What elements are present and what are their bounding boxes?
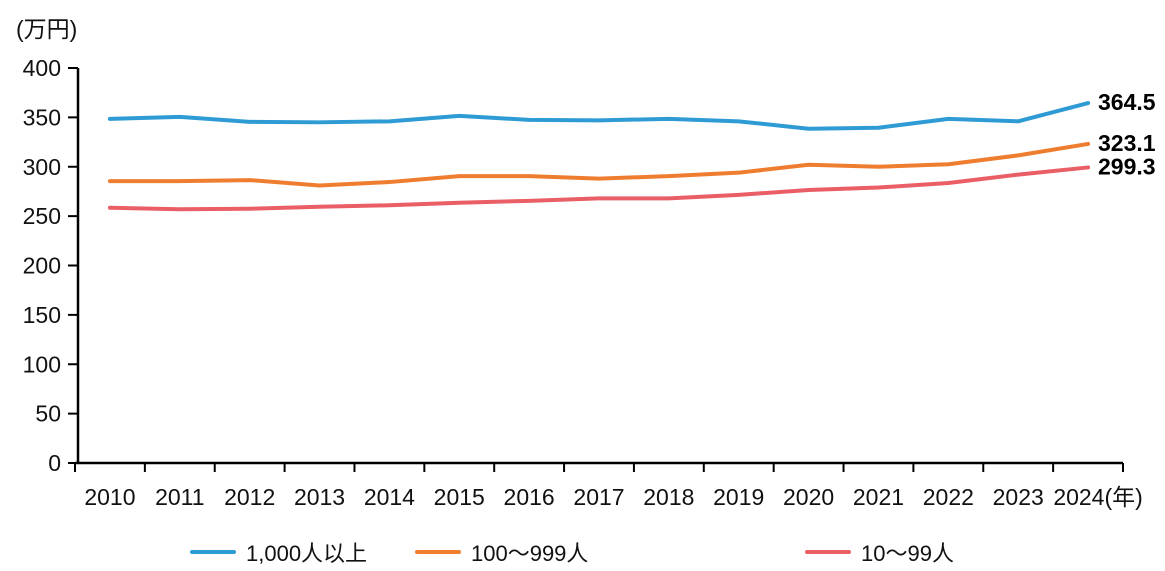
- series-line: [107, 141, 1091, 188]
- y-axis-label: 200: [23, 253, 61, 279]
- series-line: [107, 101, 1091, 131]
- x-axis-label: 2017: [573, 484, 624, 510]
- x-axis-label: 2010: [84, 484, 135, 510]
- x-axis-label: 2014: [364, 484, 415, 510]
- y-axis-label: 150: [23, 302, 61, 328]
- legend-label: 100〜999人: [471, 541, 589, 566]
- y-axis-label: 300: [23, 154, 61, 180]
- x-axis-label: 2019: [713, 484, 764, 510]
- series-end-value-label: 364.5: [1098, 89, 1156, 115]
- y-axis-label: 350: [23, 104, 61, 130]
- series-end-value-label: 323.1: [1098, 130, 1156, 156]
- legend-line-swatch-icon: [415, 550, 461, 554]
- x-axis-label: 2011: [155, 484, 204, 510]
- x-axis-label: 2024(年): [1053, 484, 1142, 510]
- series-end-value-label: 299.3: [1098, 153, 1156, 179]
- x-axis-label: 2013: [294, 484, 345, 510]
- y-axis-label: 400: [23, 55, 61, 81]
- series-line: [107, 165, 1091, 212]
- legend-item: 100〜999人: [415, 536, 588, 568]
- x-axis-label: 2021: [853, 484, 904, 510]
- x-axis-label: 2015: [434, 484, 485, 510]
- x-axis-label: 2012: [224, 484, 275, 510]
- legend-line-swatch-icon: [805, 550, 851, 554]
- legend-line-swatch-icon: [190, 550, 236, 554]
- y-axis-label: 0: [48, 450, 61, 476]
- x-axis-label: 2016: [504, 484, 555, 510]
- legend-item: 10〜99人: [805, 536, 954, 568]
- y-axis-label: 250: [23, 203, 61, 229]
- x-axis-label: 2023: [993, 484, 1044, 510]
- y-axis-label: 50: [35, 401, 61, 427]
- x-axis-label: 2018: [643, 484, 694, 510]
- legend-label: 1,000人以上: [246, 541, 368, 566]
- x-axis-label: 2022: [923, 484, 974, 510]
- legend-label: 10〜99人: [861, 541, 954, 566]
- y-axis-unit-label: (万円): [16, 16, 78, 42]
- legend-item: 1,000人以上: [190, 536, 367, 568]
- y-axis-label: 100: [23, 351, 61, 377]
- x-axis-label: 2020: [783, 484, 834, 510]
